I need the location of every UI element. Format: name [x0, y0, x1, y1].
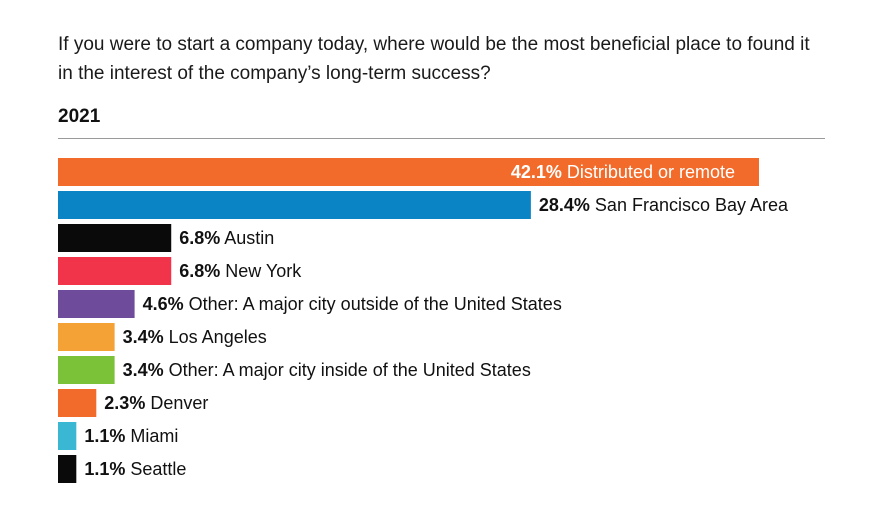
bar-value-label: 6.8% — [179, 228, 220, 248]
bar-category-label: Los Angeles — [164, 327, 267, 347]
year-label: 2021 — [58, 106, 101, 127]
bar-category-label: Austin — [220, 228, 274, 248]
bar-category-label: Miami — [125, 426, 178, 446]
bar-label-9: 1.1% Miami — [84, 426, 178, 446]
bar-category-label: New York — [220, 261, 302, 281]
chart-question: If you were to start a company today, wh… — [58, 34, 810, 84]
bar-category-label: Distributed or remote — [562, 162, 735, 182]
bar-2 — [58, 191, 531, 219]
bar-10 — [58, 455, 77, 483]
bar-category-label: Seattle — [125, 459, 186, 479]
bar-6 — [58, 323, 115, 351]
bar-4 — [58, 257, 172, 285]
bar-8 — [58, 389, 97, 417]
bar-label-7: 3.4% Other: A major city inside of the U… — [123, 360, 531, 380]
bar-value-label: 42.1% — [511, 162, 562, 182]
header-divider — [58, 138, 825, 139]
bar-value-label: 3.4% — [123, 360, 164, 380]
bar-label-5: 4.6% Other: A major city outside of the … — [143, 294, 562, 314]
bar-label-6: 3.4% Los Angeles — [123, 327, 267, 347]
bar-category-label: Other: A major city inside of the United… — [164, 360, 531, 380]
bar-value-label: 1.1% — [84, 426, 125, 446]
bar-category-label: Denver — [145, 393, 208, 413]
bar-label-3: 6.8% Austin — [179, 228, 274, 248]
bar-label-4: 6.8% New York — [179, 261, 302, 281]
bar-value-label: 1.1% — [84, 459, 125, 479]
bar-label-1: 42.1% Distributed or remote — [511, 162, 735, 182]
bar-category-label: San Francisco Bay Area — [590, 195, 789, 215]
bar-1 — [58, 158, 759, 186]
bar-3 — [58, 224, 172, 252]
bar-value-label: 2.3% — [104, 393, 145, 413]
bar-label-8: 2.3% Denver — [104, 393, 208, 413]
bar-value-label: 4.6% — [143, 294, 184, 314]
bar-value-label: 6.8% — [179, 261, 220, 281]
bar-7 — [58, 356, 115, 384]
bar-value-label: 28.4% — [539, 195, 590, 215]
bar-5 — [58, 290, 135, 318]
bar-label-2: 28.4% San Francisco Bay Area — [539, 195, 789, 215]
bar-category-label: Other: A major city outside of the Unite… — [184, 294, 562, 314]
bar-value-label: 3.4% — [123, 327, 164, 347]
bar-label-10: 1.1% Seattle — [84, 459, 186, 479]
bar-9 — [58, 422, 77, 450]
